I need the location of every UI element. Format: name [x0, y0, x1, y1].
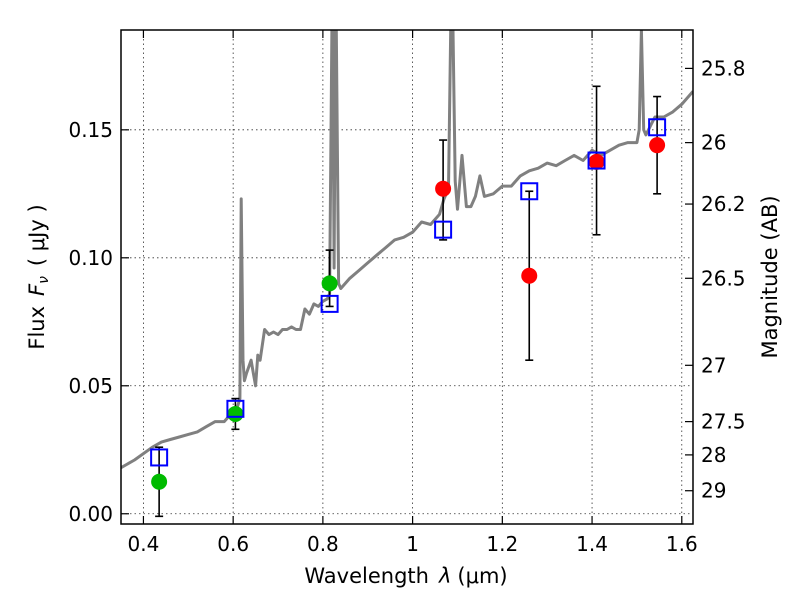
model-point — [226, 399, 245, 418]
model-point — [587, 151, 606, 170]
ticks: 0.4 0.6 0.8 1 1.2 1.4 1.6 0.00 0.05 0.10 0.15 25.8 2… — [68, 30, 746, 556]
data-point — [649, 137, 666, 154]
y-axis-symbol: F — [25, 283, 49, 296]
data-point — [588, 153, 605, 170]
y-tick-label: 0.00 — [68, 502, 113, 526]
y2-tick-label: 29 — [701, 479, 726, 503]
y-axis-label: FluxFν( μJy ) — [25, 204, 52, 349]
grid — [121, 30, 693, 524]
x-tick-label: 0.8 — [307, 532, 339, 556]
data-point — [321, 275, 338, 292]
x-tick-label: 0.4 — [128, 532, 160, 556]
y-tick-label: 0.10 — [68, 246, 113, 270]
plot-frame — [120, 29, 694, 525]
plot-area — [121, 30, 693, 470]
x-tick-label: 1.6 — [666, 532, 698, 556]
x-tick-label: 1.2 — [486, 532, 518, 556]
y-tick-label: 0.15 — [68, 118, 113, 142]
model-point — [520, 182, 539, 201]
data-point — [227, 405, 244, 422]
y2-tick-label: 25.8 — [701, 56, 746, 80]
data-point — [151, 473, 168, 490]
model-point — [648, 118, 667, 137]
x-tick-label: 0.6 — [217, 532, 249, 556]
y2-tick-label: 26.5 — [701, 266, 746, 290]
y-axis-unit: ( μJy ) — [25, 204, 49, 266]
x-tick-label: 1.4 — [576, 532, 608, 556]
spectrum-line — [121, 30, 693, 470]
y2-axis-label: Magnitude (AB) — [758, 195, 782, 358]
x-axis-label: Wavelength λ (μm) — [304, 564, 507, 588]
model-point — [150, 448, 169, 467]
y-tick-label: 0.05 — [68, 374, 113, 398]
x-tick-label: 1 — [406, 532, 419, 556]
data-point — [521, 267, 538, 284]
y-axis-subscript: ν — [36, 276, 52, 284]
y2-tick-label: 26 — [701, 131, 726, 155]
y2-tick-label: 27 — [701, 353, 726, 377]
model-point — [320, 294, 339, 313]
y2-tick-label: 26.2 — [701, 192, 746, 216]
x-axis-symbol: λ — [438, 564, 451, 588]
data-point — [435, 180, 452, 197]
x-axis-unit: (μm) — [457, 564, 507, 588]
y2-tick-label: 28 — [701, 443, 726, 467]
model-point — [434, 220, 453, 239]
y2-tick-label: 27.5 — [701, 410, 746, 434]
data-points — [150, 85, 667, 518]
